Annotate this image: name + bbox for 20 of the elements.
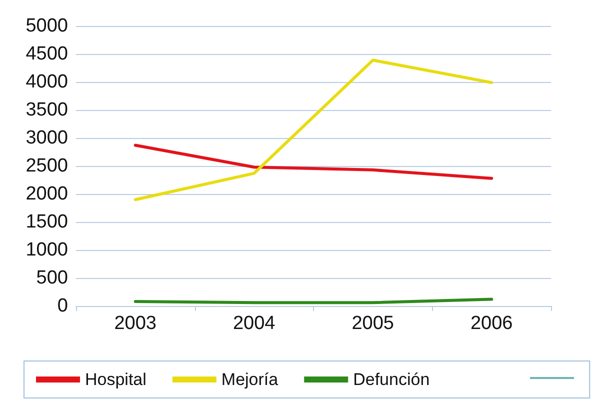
line-series xyxy=(134,58,494,202)
y-tick-label: 3500 xyxy=(26,100,68,120)
line-series xyxy=(134,144,494,180)
y-tick-label: 4500 xyxy=(26,44,68,64)
y-tick-label: 2000 xyxy=(26,184,68,204)
x-tick-label: 2006 xyxy=(470,313,513,334)
y-tick-label: 0 xyxy=(57,296,68,316)
legend-label: Defunción xyxy=(353,370,430,389)
legend-label: Hospital xyxy=(85,370,146,389)
x-tick-label: 2004 xyxy=(232,313,276,334)
y-tick-label: 1000 xyxy=(26,240,68,260)
y-tick-label: 4000 xyxy=(26,72,68,92)
y-tick-label: 5000 xyxy=(26,16,68,36)
y-tick-label: 3000 xyxy=(26,128,68,148)
legend-label: Mejoría xyxy=(221,370,279,389)
y-tick-label: 1500 xyxy=(26,212,68,232)
x-tick-label: 2003 xyxy=(114,313,157,334)
x-tick-label: 2005 xyxy=(352,313,394,334)
y-tick-label: 2500 xyxy=(26,156,68,176)
y-tick-label: 500 xyxy=(36,268,68,288)
